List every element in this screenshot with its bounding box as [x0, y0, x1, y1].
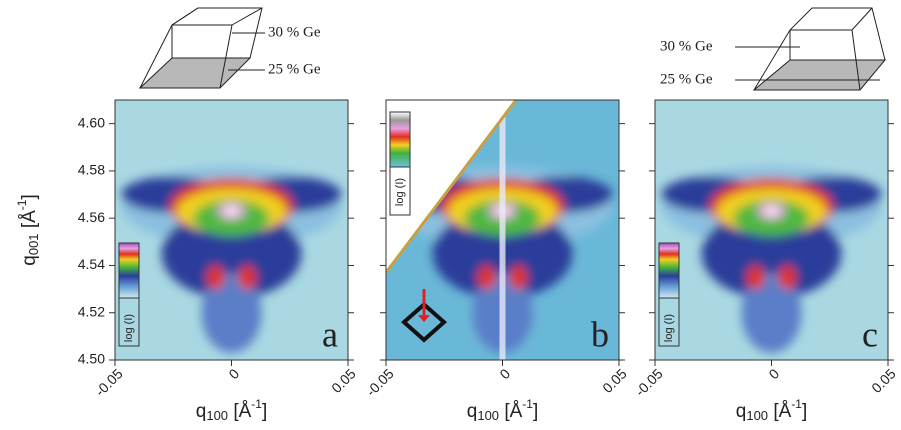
label-sub: 100: [746, 408, 768, 423]
colorbar-label: log (I): [663, 314, 675, 342]
y-tick-label: 4.54: [78, 256, 105, 272]
label-base: q: [736, 401, 747, 422]
panel: -0.05 0 0.05 q100 [Å-1] b log (I): [363, 100, 630, 423]
y-tick-label: 4.50: [78, 351, 105, 367]
label-unit: [Å: [19, 210, 40, 234]
x-tick-label: -0.05: [363, 365, 397, 399]
y-axis-label: q001 [Å-1]: [15, 194, 41, 265]
colorbar-label: log (I): [394, 178, 406, 206]
intensity-peak: [766, 207, 778, 215]
y-tick-label: 4.56: [78, 209, 105, 225]
intensity-spot: [747, 265, 765, 289]
x-tick-label: 0.05: [328, 365, 359, 396]
x-axis-label: q100 [Å-1]: [467, 397, 538, 423]
inset-label: 30 % Ge: [660, 38, 713, 54]
inset-label: 30 % Ge: [268, 24, 321, 40]
figure: 4.504.524.544.564.584.60-0.0500.05q100 […: [0, 0, 901, 430]
colorbar: [659, 243, 679, 298]
x-axis-label: q100 [Å-1]: [736, 397, 807, 423]
label-unit: [Å: [228, 401, 252, 422]
intensity-spot: [207, 265, 225, 289]
intensity-spot: [779, 265, 797, 289]
x-tick-label: -0.05: [92, 365, 126, 399]
inset-c: [735, 8, 885, 90]
label-sub: 100: [206, 408, 228, 423]
y-tick-label: 4.52: [78, 303, 105, 319]
label-close: ]: [262, 401, 267, 422]
label-sub: 100: [477, 408, 499, 423]
colorbar: [390, 112, 410, 167]
label-sup: -1: [522, 397, 533, 411]
heatmap: [655, 100, 888, 360]
label-unit: [Å: [499, 401, 523, 422]
label-base: q: [196, 401, 207, 422]
x-tick-label: 0: [225, 365, 242, 382]
x-tick-label: -0.05: [632, 365, 666, 399]
panel-label: a: [322, 314, 338, 354]
label-close: ]: [533, 401, 538, 422]
inset-label: 25 % Ge: [660, 71, 713, 87]
x-tick-label: 0: [765, 365, 782, 382]
intensity-spot: [239, 265, 257, 289]
x-tick-label: 0: [496, 365, 513, 382]
intensity-spot: [478, 265, 496, 289]
label-base: q: [19, 255, 40, 266]
y-tick-label: 4.58: [78, 162, 105, 178]
y-tick-label: 4.60: [78, 114, 105, 130]
panel-label: b: [591, 314, 609, 354]
heatmap: [386, 100, 619, 360]
label-unit: [Å: [768, 401, 792, 422]
intensity-peak: [226, 207, 238, 215]
label-close: ]: [19, 194, 40, 199]
panel-label: c: [862, 314, 878, 354]
intensity-spot: [510, 265, 528, 289]
x-tick-label: 0.05: [599, 365, 630, 396]
inset-a: [140, 8, 265, 88]
label-sub: 001: [26, 233, 41, 255]
label-base: q: [467, 401, 478, 422]
label-sup: -1: [251, 397, 262, 411]
inset-label: 25 % Ge: [268, 61, 321, 77]
x-tick-label: 0.05: [868, 365, 899, 396]
x-axis-label: q100 [Å-1]: [196, 397, 267, 423]
streak: [500, 100, 506, 360]
label-sup: -1: [791, 397, 802, 411]
label-close: ]: [802, 401, 807, 422]
heatmap: [115, 100, 348, 360]
colorbar-label: log (I): [123, 314, 135, 342]
panel: -0.05 0 0.05 q100 [Å-1] c log (I): [632, 100, 899, 423]
colorbar: [119, 243, 139, 298]
label-sup: -1: [15, 199, 29, 210]
